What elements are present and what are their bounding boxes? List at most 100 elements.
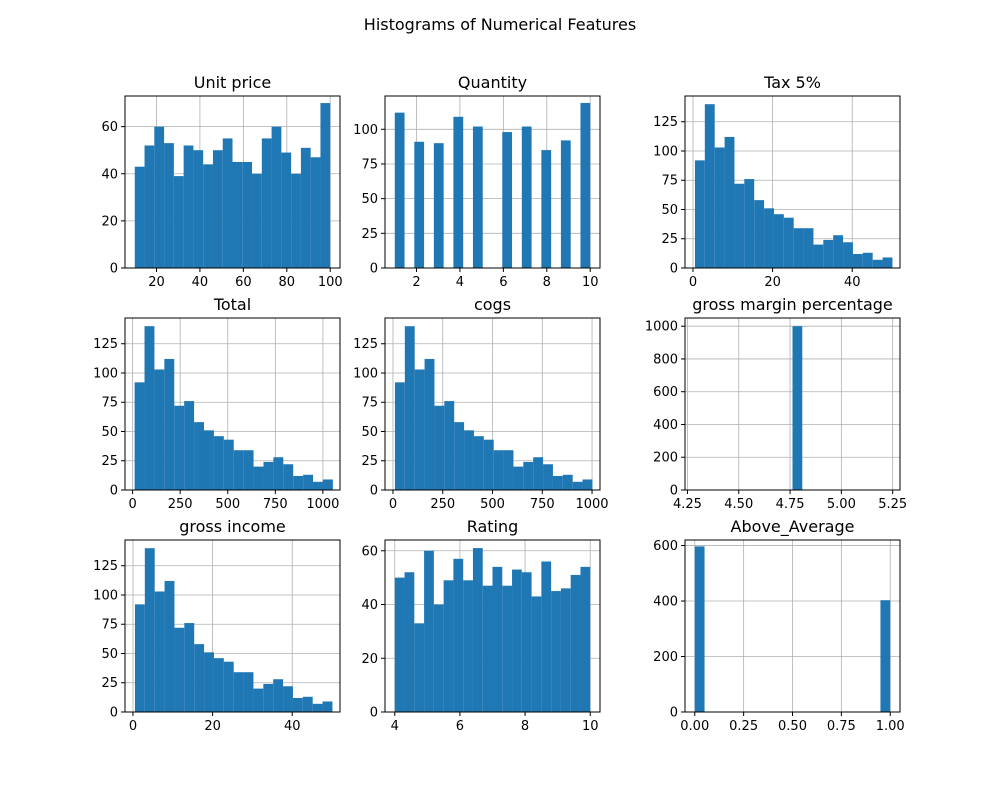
y-tick-label: 125 — [93, 337, 118, 352]
bar — [714, 147, 725, 268]
bar — [724, 136, 735, 268]
y-tick-label: 200 — [653, 650, 678, 665]
x-tick-label: 20 — [764, 275, 781, 290]
bar — [773, 214, 784, 268]
x-tick-label: 5.25 — [878, 497, 907, 512]
bar — [783, 217, 794, 268]
y-tick-label: 100 — [353, 123, 378, 138]
x-tick-label: 4.50 — [724, 497, 753, 512]
subplot-total: 0 250 500 750 1000 0 25 50 75 100 125 Total — [93, 295, 341, 512]
bar — [572, 481, 583, 490]
bar — [203, 164, 213, 268]
x-tick-label: 8 — [521, 719, 529, 734]
bar — [394, 112, 405, 268]
bar — [164, 580, 175, 712]
bar — [213, 436, 224, 490]
bar — [754, 200, 765, 268]
bar — [541, 150, 552, 268]
y-tick-label: 60 — [101, 120, 118, 135]
y-tick-label: 75 — [361, 396, 378, 411]
bar — [552, 475, 563, 490]
x-tick-label: 8 — [543, 275, 551, 290]
bar — [134, 604, 145, 712]
y-tick-label: 200 — [653, 451, 678, 466]
bar — [243, 450, 254, 490]
bar — [194, 422, 204, 490]
y-tick-label: 125 — [653, 115, 678, 130]
x-tick-label: 20 — [148, 275, 165, 290]
subplot-gross-income: 0 20 40 0 25 50 75 100 125 gross income — [93, 517, 341, 734]
bar — [154, 369, 165, 490]
bar — [513, 466, 524, 490]
y-tick-label: 800 — [653, 352, 678, 367]
bar — [394, 577, 405, 712]
bar — [543, 464, 553, 490]
subplot-cogs: 0 250 500 750 1000 0 25 50 75 100 125 cogs — [353, 295, 608, 512]
bar — [404, 326, 415, 490]
y-tick-label: 60 — [361, 544, 378, 559]
bar — [414, 623, 425, 712]
x-tick-label: 0 — [689, 275, 697, 290]
bar — [453, 116, 464, 268]
bar — [464, 430, 474, 490]
bar — [472, 548, 483, 712]
bar — [134, 166, 145, 268]
bar — [433, 143, 444, 268]
axes-frame — [684, 317, 901, 491]
bar — [453, 558, 464, 712]
bar — [472, 126, 483, 268]
bar — [744, 179, 755, 268]
bar — [184, 623, 195, 712]
bar — [523, 461, 534, 490]
y-tick-label: 100 — [653, 144, 678, 159]
axes-frame — [384, 95, 601, 269]
bar — [843, 242, 853, 268]
bar — [521, 572, 532, 712]
bar — [252, 173, 262, 268]
bar — [562, 474, 573, 490]
bar — [872, 259, 883, 268]
y-tick-label: 0 — [370, 706, 378, 721]
y-tick-label: 75 — [101, 396, 118, 411]
bar — [303, 474, 314, 490]
bar — [473, 436, 484, 490]
x-tick-label: 1000 — [575, 497, 608, 512]
bar — [862, 252, 873, 268]
bar — [503, 450, 514, 490]
bar — [454, 422, 465, 490]
bar — [570, 574, 581, 712]
bar — [184, 401, 195, 490]
bar — [263, 461, 274, 490]
y-tick-label: 25 — [101, 454, 118, 469]
x-tick-label: 0.50 — [778, 719, 807, 734]
bar — [531, 596, 542, 712]
bar — [263, 683, 274, 712]
x-tick-label: 1.00 — [876, 719, 905, 734]
x-tick-label: 80 — [279, 275, 296, 290]
bar — [232, 161, 243, 268]
bar — [443, 580, 454, 712]
bar — [302, 696, 313, 712]
axes-frame — [124, 539, 341, 713]
bar — [144, 145, 155, 268]
bar — [183, 145, 194, 268]
bar — [271, 126, 282, 269]
bar — [154, 591, 165, 712]
bar — [273, 679, 284, 712]
bar — [310, 157, 321, 268]
x-tick-label: 0 — [129, 719, 137, 734]
bar — [394, 382, 405, 490]
subplot-title: Rating — [467, 517, 519, 536]
x-tick-label: 1000 — [306, 497, 339, 512]
bar — [463, 580, 473, 712]
bar — [582, 479, 593, 490]
bar — [261, 138, 272, 268]
bar — [852, 253, 863, 268]
bar — [222, 138, 233, 268]
y-tick-label: 50 — [101, 647, 118, 662]
bar — [233, 450, 244, 490]
subplot-tax-5: 0 20 40 0 25 50 75 100 125 Tax 5% — [653, 73, 901, 290]
y-tick-label: 400 — [653, 595, 678, 610]
bar — [243, 672, 254, 712]
